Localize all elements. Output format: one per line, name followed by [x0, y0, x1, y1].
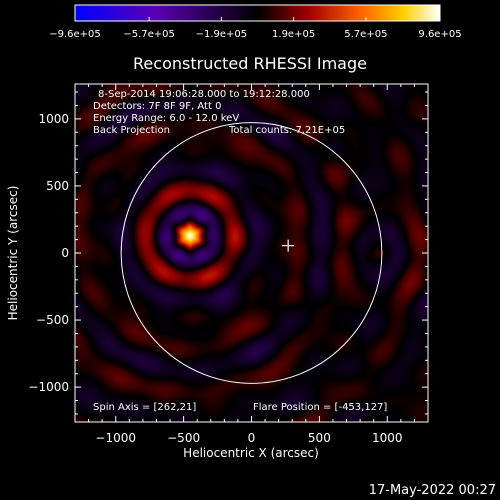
y-tick-label: 0: [61, 246, 69, 260]
colorbar-tick-label: 9.6e+05: [418, 29, 461, 40]
y-tick-label: 1000: [38, 112, 69, 126]
y-axis-label: Heliocentric Y (arcsec): [6, 186, 20, 321]
x-tick-label: 0: [248, 431, 256, 445]
x-tick-label: −1000: [95, 431, 136, 445]
y-tick-label: −1000: [28, 380, 69, 394]
colorbar-tick-label: 5.7e+05: [344, 29, 387, 40]
annotation-flare-position: Flare Position = [-453,127]: [253, 402, 387, 413]
colorbar-tick-label: 1.9e+05: [272, 29, 315, 40]
colorbar-ticks: −9.6e+05 −5.7e+05 −1.9e+05 1.9e+05 5.7e+05 9.…: [49, 17, 462, 40]
x-tick-label: 1000: [372, 431, 403, 445]
annotation-total-counts: Total counts: 7.21E+05: [228, 125, 345, 136]
axis-ticks: −1000 −500 0 500 1000 −1000 −500 0 500 1000: [28, 84, 428, 445]
y-tick-label: −500: [36, 313, 69, 327]
x-tick-label: 500: [308, 431, 331, 445]
sun-center-marker: [282, 239, 295, 252]
colorbar-tick-label: −5.7e+05: [123, 29, 175, 40]
annotation-spin-axis: Spin Axis = [262,21]: [93, 402, 196, 413]
colorbar-tick-label: −9.6e+05: [49, 29, 101, 40]
chart-title: Reconstructed RHESSI Image: [133, 54, 367, 73]
y-tick-label: 500: [46, 179, 69, 193]
annotation-method: Back Projection: [93, 125, 170, 136]
x-axis-label: Heliocentric X (arcsec): [183, 446, 319, 460]
annotation-detectors: Detectors: 7F 8F 9F, Att 0: [93, 101, 221, 112]
colorbar-tick-label: −1.9e+05: [196, 29, 248, 40]
heatmap-image: [75, 84, 428, 422]
annotation-time-range: 8-Sep-2014 19:06:28.000 to 19:12:28.000: [98, 89, 310, 100]
x-tick-label: −500: [167, 431, 200, 445]
footer-timestamp: 17-May-2022 00:27: [369, 483, 496, 498]
annotation-energy-range: Energy Range: 6.0 - 12.0 keV: [93, 113, 239, 124]
solar-limb-circle: [120, 122, 383, 384]
colorbar: [74, 4, 441, 22]
